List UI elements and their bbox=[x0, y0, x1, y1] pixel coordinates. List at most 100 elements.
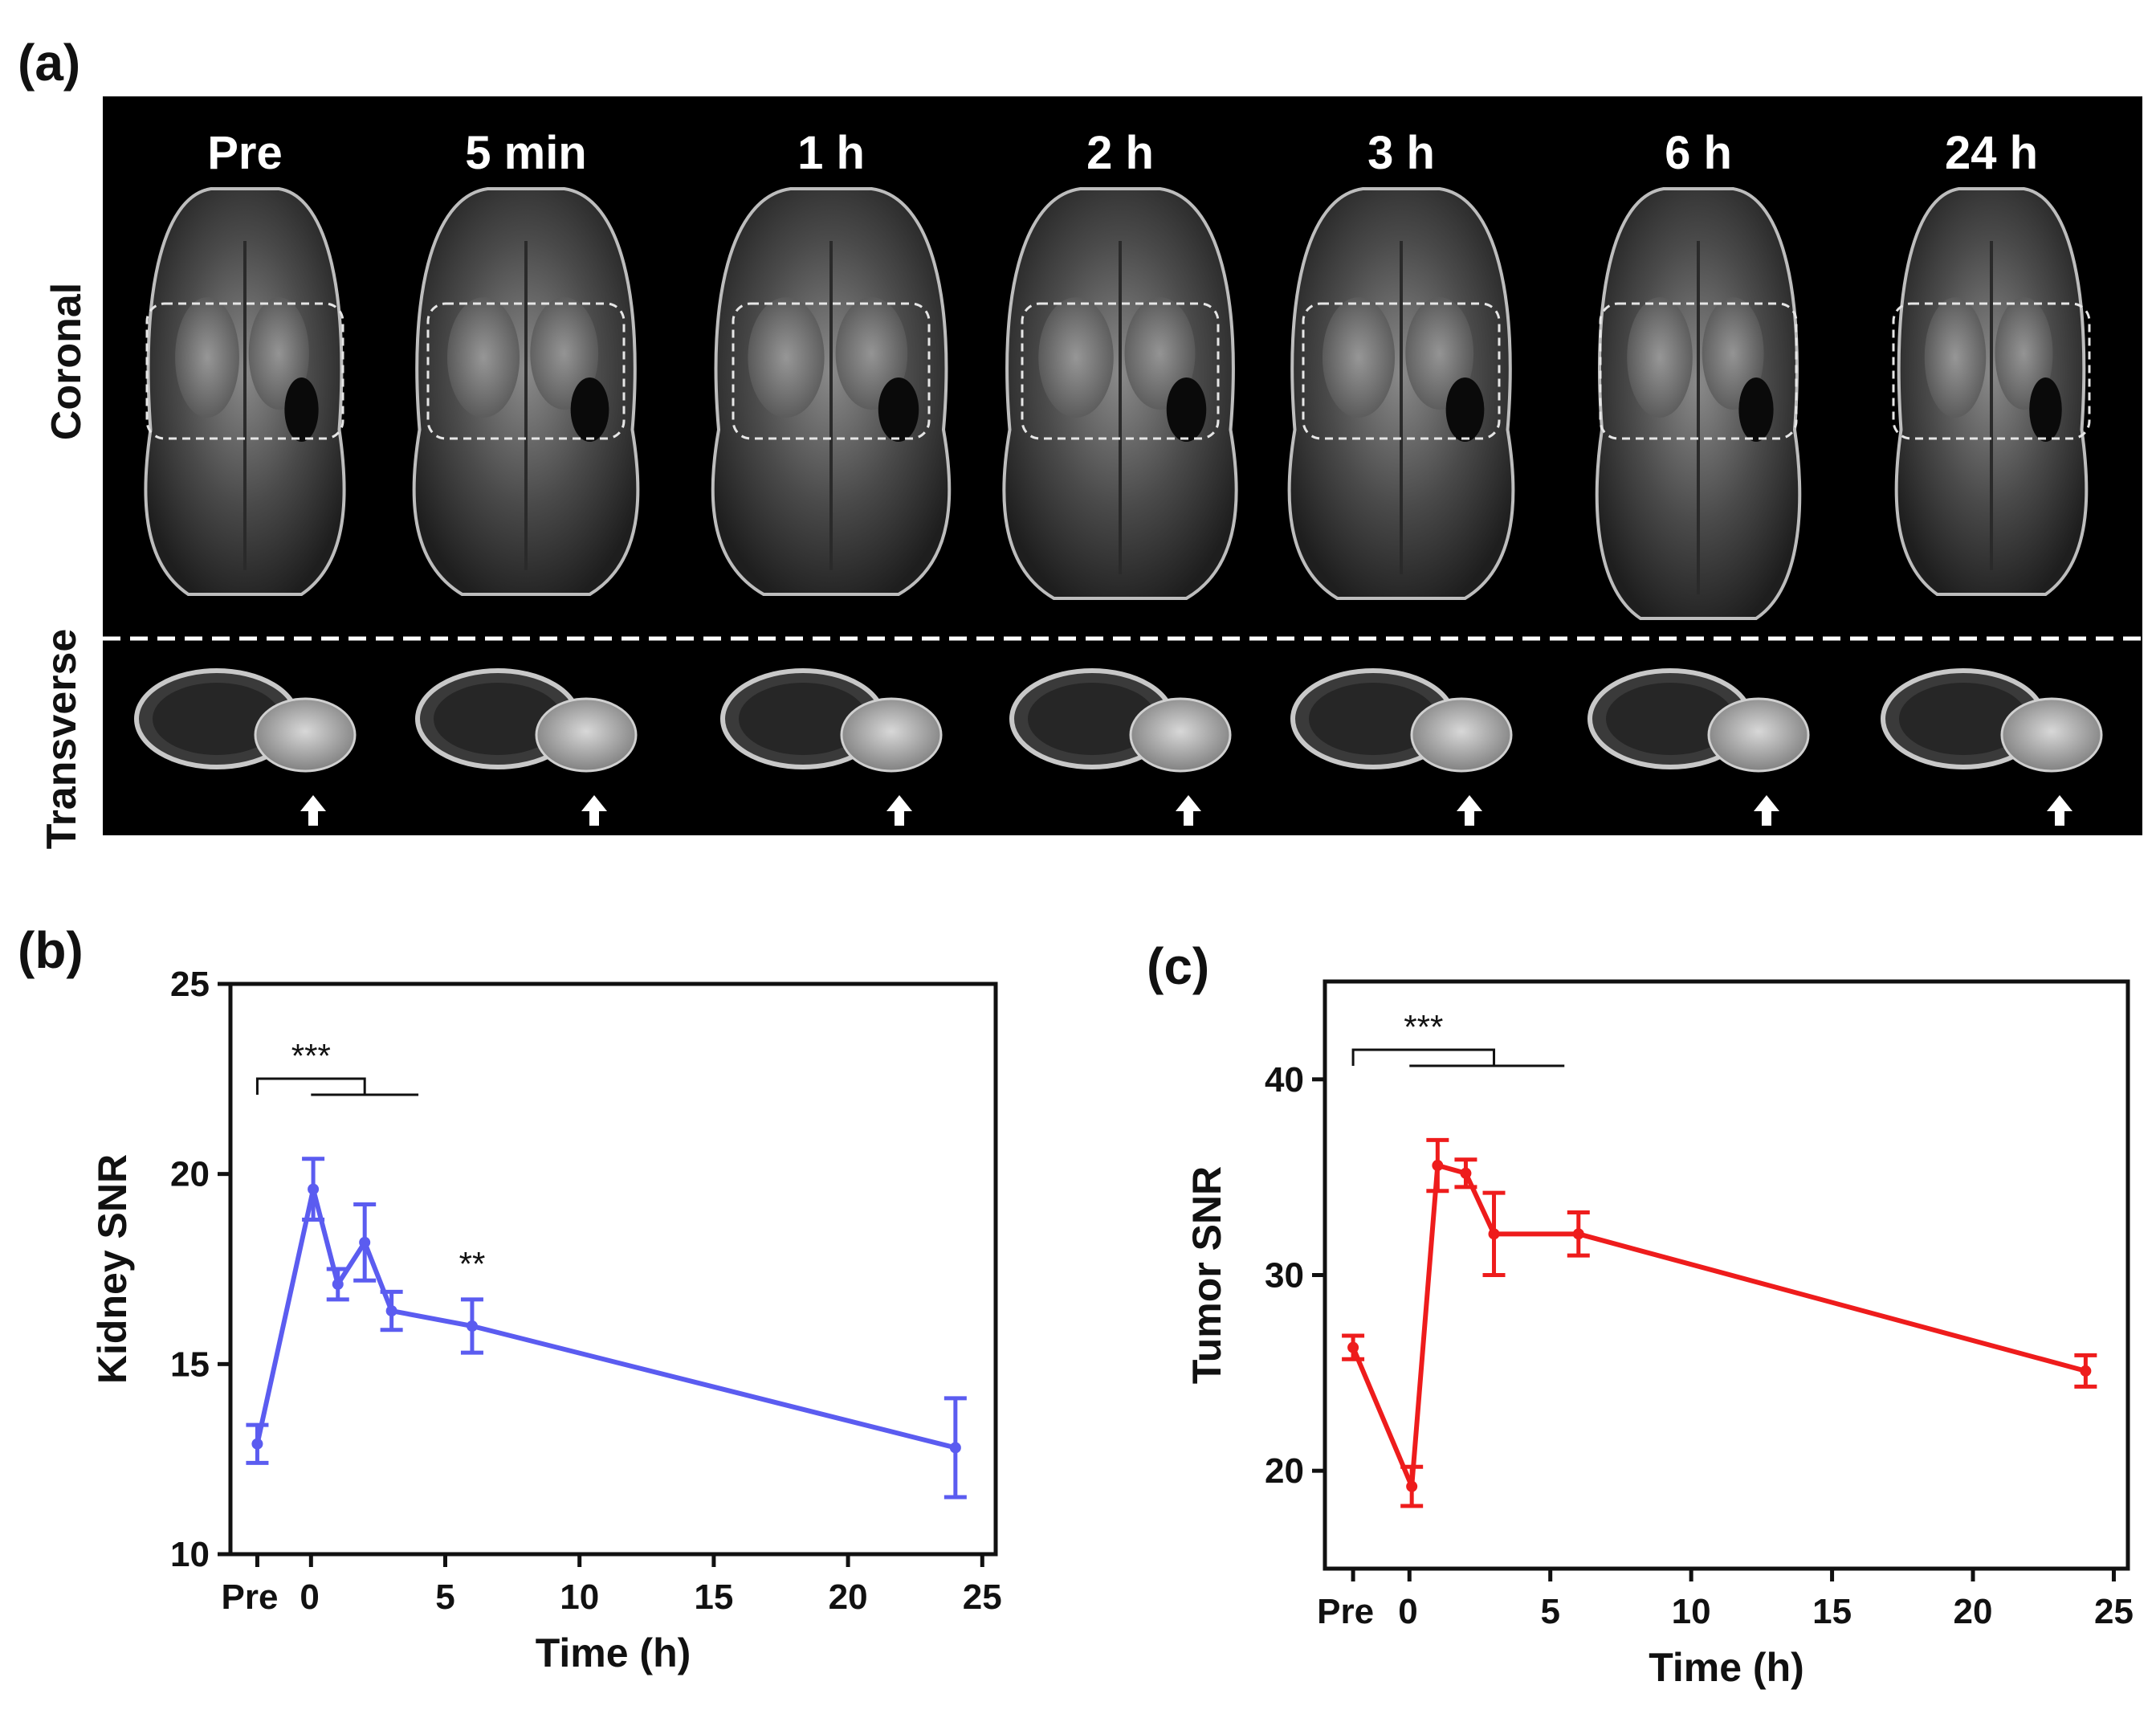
panel-a-letter: (a) bbox=[18, 34, 80, 92]
series-line bbox=[255, 1186, 956, 1451]
data-point bbox=[308, 1183, 320, 1195]
significance-label: ** bbox=[459, 1245, 486, 1283]
roi-box bbox=[426, 302, 626, 440]
mri-column-5: 6 h bbox=[1587, 127, 1810, 826]
left-kidney bbox=[1038, 297, 1114, 418]
transverse-tumor bbox=[2000, 697, 2103, 773]
left-kidney bbox=[175, 297, 239, 418]
transverse-tumor bbox=[254, 697, 357, 773]
roi-box bbox=[1302, 302, 1501, 440]
mri-columns: Pre 5 min 1 h 2 h 3 h 6 h 24 h bbox=[134, 127, 2103, 826]
time-label: 2 h bbox=[1086, 127, 1154, 179]
x-axis-title: Time (h) bbox=[536, 1630, 691, 1675]
tumor-arrow-icon bbox=[300, 795, 326, 826]
data-point bbox=[1572, 1228, 1584, 1240]
x-tick-label: 0 bbox=[1398, 1592, 1417, 1631]
data-point bbox=[1432, 1160, 1444, 1172]
x-tick-label: 5 bbox=[1540, 1592, 1559, 1631]
dark-region bbox=[1166, 377, 1207, 442]
transverse-interior bbox=[1899, 683, 2028, 755]
y-tick-label: 20 bbox=[170, 1155, 210, 1194]
tumor-arrow-icon bbox=[1754, 795, 1779, 826]
y-tick-label: 15 bbox=[170, 1345, 210, 1384]
transverse-interior bbox=[1606, 683, 1734, 755]
dark-region bbox=[878, 377, 919, 442]
tumor-arrow-icon bbox=[581, 795, 607, 826]
dark-region bbox=[2029, 377, 2062, 442]
tumor-arrow-icon bbox=[1457, 795, 1482, 826]
panel-b-letter: (b) bbox=[18, 921, 84, 979]
time-label: 24 h bbox=[1945, 127, 2038, 179]
mri-column-0: Pre bbox=[134, 127, 357, 826]
transverse-tumor bbox=[1410, 697, 1513, 773]
y-tick-label: 30 bbox=[1265, 1256, 1304, 1296]
x-axis-title: Time (h) bbox=[1649, 1645, 1804, 1690]
mri-column-3: 2 h bbox=[1002, 127, 1238, 826]
transverse-interior bbox=[739, 683, 867, 755]
time-label: 1 h bbox=[797, 127, 865, 179]
time-label: 3 h bbox=[1367, 127, 1435, 179]
transverse-interior bbox=[1028, 683, 1156, 755]
x-tick-label: 20 bbox=[829, 1577, 868, 1617]
time-label: Pre bbox=[207, 127, 283, 179]
panel-c-letter: (c) bbox=[1147, 937, 1209, 995]
x-tick-label: 10 bbox=[1672, 1592, 1711, 1631]
left-kidney bbox=[446, 297, 520, 418]
transverse-interior bbox=[434, 683, 562, 755]
transverse-interior bbox=[1309, 683, 1437, 755]
transverse-tumor bbox=[1129, 697, 1232, 773]
time-label: 5 min bbox=[465, 127, 587, 179]
row-label-coronal: Coronal bbox=[43, 283, 90, 440]
x-tick-label: 20 bbox=[1954, 1592, 1993, 1631]
x-tick-label: 0 bbox=[300, 1577, 319, 1617]
data-point bbox=[385, 1305, 397, 1317]
roi-box bbox=[1892, 302, 2091, 440]
y-tick-label: 40 bbox=[1265, 1060, 1304, 1100]
left-kidney bbox=[1627, 297, 1693, 418]
x-tick-label: 15 bbox=[1812, 1592, 1852, 1631]
roi-box bbox=[145, 302, 344, 440]
data-point bbox=[1488, 1228, 1500, 1240]
significance-bracket bbox=[1351, 1048, 1496, 1066]
data-point bbox=[359, 1236, 371, 1248]
left-kidney bbox=[748, 297, 825, 418]
left-kidney bbox=[1924, 297, 1987, 418]
transverse-interior bbox=[153, 683, 281, 755]
x-tick-label: 10 bbox=[560, 1577, 599, 1617]
dark-region bbox=[284, 377, 319, 442]
data-point bbox=[949, 1442, 961, 1454]
data-point bbox=[2080, 1365, 2092, 1377]
x-tick-label: Pre bbox=[1317, 1592, 1374, 1631]
y-tick-label: 25 bbox=[170, 965, 210, 1004]
tumor-arrow-icon bbox=[1176, 795, 1201, 826]
y-axis-title: Kidney SNR bbox=[90, 1154, 135, 1384]
x-tick-label: 15 bbox=[694, 1577, 733, 1617]
roi-box bbox=[1599, 302, 1798, 440]
kidney-snr-chart: 10 15 20 25 Pre 0 5 10 15 20 25 Time (h) Kidney SNR *… bbox=[90, 965, 1002, 1675]
mri-column-6: 24 h bbox=[1881, 127, 2103, 826]
tumor-snr-chart: 20 30 40 Pre 0 5 10 15 20 25 Time (h) Tumor SNR *** bbox=[1184, 979, 2134, 1690]
data-point bbox=[1460, 1167, 1472, 1179]
transverse-tumor bbox=[840, 697, 943, 773]
mri-column-2: 1 h bbox=[711, 127, 952, 826]
data-point bbox=[1406, 1480, 1418, 1492]
y-tick-label: 10 bbox=[170, 1535, 210, 1574]
plot-frame bbox=[228, 981, 998, 1557]
time-label: 6 h bbox=[1665, 127, 1732, 179]
left-kidney bbox=[1322, 297, 1396, 418]
significance-label: *** bbox=[1404, 1008, 1443, 1046]
mri-column-1: 5 min bbox=[412, 127, 640, 826]
y-tick-label: 20 bbox=[1265, 1451, 1304, 1491]
transverse-tumor bbox=[1707, 697, 1810, 773]
roi-box bbox=[1021, 302, 1220, 440]
data-point bbox=[251, 1438, 263, 1450]
mri-column-4: 3 h bbox=[1287, 127, 1515, 826]
y-axis-title: Tumor SNR bbox=[1184, 1166, 1229, 1384]
tumor-arrow-icon bbox=[2047, 795, 2072, 826]
data-point bbox=[1347, 1341, 1359, 1353]
x-tick-label: 25 bbox=[2094, 1592, 2134, 1631]
dark-region bbox=[1445, 377, 1485, 442]
dark-region bbox=[570, 377, 609, 442]
row-label-transverse: Transverse bbox=[39, 629, 85, 850]
dark-region bbox=[1738, 377, 1774, 442]
